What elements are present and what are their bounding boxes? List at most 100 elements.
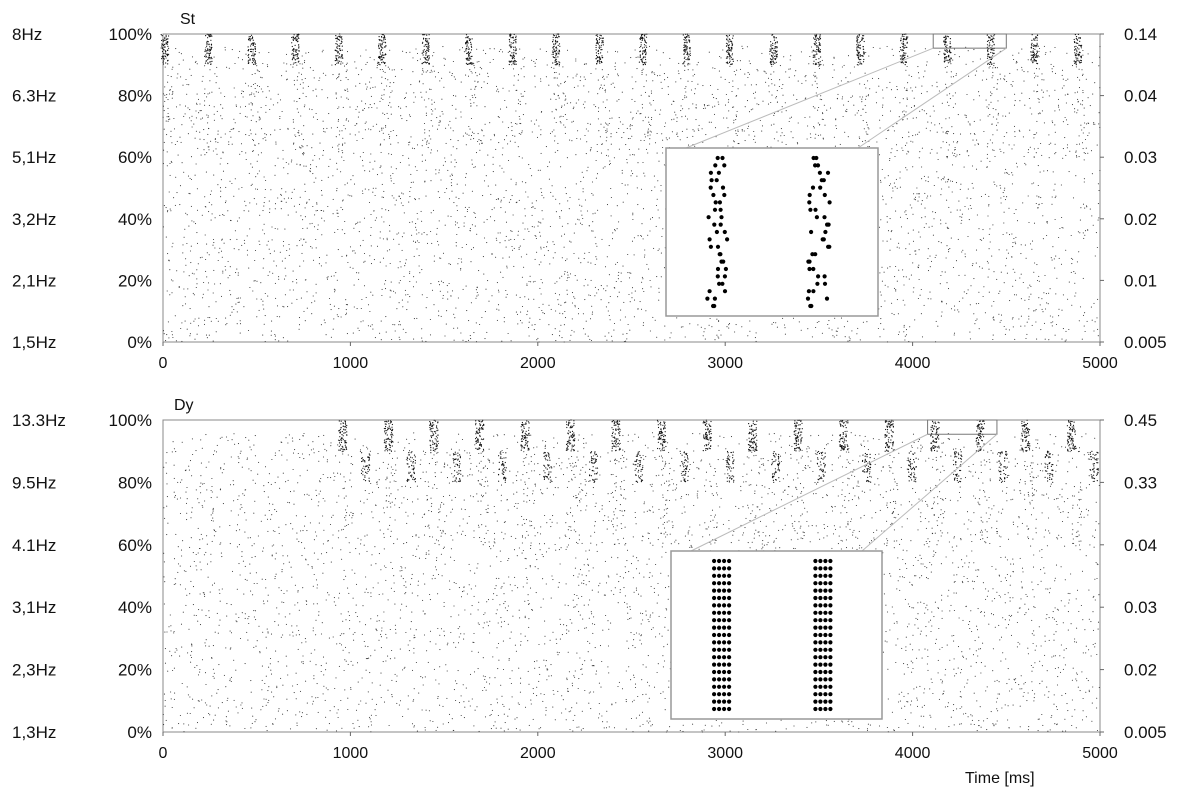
spike-dot: [432, 125, 434, 127]
spike-dot: [925, 180, 927, 182]
spike-dot: [697, 128, 699, 130]
spike-dot: [293, 50, 295, 52]
spike-dot: [383, 139, 385, 141]
spike-dot: [321, 89, 323, 91]
spike-dot: [162, 63, 165, 65]
spike-dot: [333, 305, 335, 307]
spike-dot: [841, 98, 843, 100]
spike-dot: [685, 86, 687, 88]
spike-dot: [306, 227, 308, 229]
spike-dot: [741, 129, 743, 131]
spike-dot: [1016, 61, 1018, 63]
spike-dot: [418, 81, 420, 83]
spike-dot: [471, 46, 473, 48]
spike-dot: [723, 117, 725, 119]
spike-dot: [376, 62, 379, 64]
spike-dot: [895, 144, 898, 146]
spike-dot: [631, 287, 634, 289]
spike-dot: [764, 71, 766, 73]
spike-dot: [1028, 296, 1030, 298]
spike-dot: [1027, 195, 1029, 197]
spike-dot: [498, 291, 500, 293]
spike-dot: [577, 85, 579, 87]
spike-dot: [376, 123, 378, 125]
spike-dot: [614, 68, 616, 70]
spike-dot: [1064, 137, 1066, 139]
spike-dot: [450, 139, 452, 141]
spike-dot: [438, 220, 440, 222]
spike-dot: [421, 328, 423, 330]
spike-dot: [1062, 148, 1064, 150]
spike-dot: [452, 95, 455, 97]
spike-dot: [302, 87, 304, 89]
spike-dot: [596, 258, 598, 260]
spike-dot: [169, 118, 171, 120]
spike-dot: [518, 248, 520, 250]
spike-dot: [1051, 68, 1053, 70]
spike-dot: [978, 328, 980, 330]
spike-dot: [196, 209, 199, 211]
spike-dot: [914, 319, 916, 321]
spike-dot: [216, 75, 218, 77]
spike-dot: [442, 164, 444, 166]
spike-dot: [383, 39, 385, 41]
spike-dot: [254, 95, 256, 97]
spike-dot: [493, 48, 495, 50]
spike-dot: [224, 49, 226, 51]
spike-dot: [608, 274, 610, 276]
spike-dot: [381, 54, 383, 56]
spike-dot: [581, 214, 583, 216]
spike-dot: [381, 46, 383, 48]
spike-dot: [1003, 152, 1005, 154]
spike-dot: [609, 162, 611, 165]
spike-dot: [215, 148, 217, 150]
spike-dot: [765, 72, 767, 74]
spike-dot: [893, 287, 896, 289]
spike-dot: [1054, 334, 1056, 336]
spike-dot: [536, 339, 538, 341]
spike-dot: [376, 174, 379, 176]
spike-dot: [563, 273, 566, 275]
spike-dot: [305, 52, 307, 54]
spike-dot: [231, 311, 233, 313]
spike-dot: [596, 245, 598, 247]
spike-dot: [511, 249, 514, 251]
spike-dot: [660, 252, 662, 254]
spike-dot: [783, 56, 785, 58]
spike-dot: [406, 120, 408, 122]
spike-dot: [641, 223, 643, 225]
spike-dot: [260, 282, 262, 284]
spike-dot: [511, 64, 513, 66]
spike-dot: [987, 107, 990, 109]
spike-dot: [979, 58, 981, 60]
spike-dot: [917, 297, 919, 300]
spike-dot: [507, 127, 509, 129]
spike-dot: [358, 131, 360, 133]
spike-dot: [469, 230, 471, 232]
spike-dot: [1012, 326, 1014, 328]
spike-dot: [1039, 171, 1041, 173]
spike-dot: [453, 202, 455, 204]
spike-dot: [1076, 156, 1078, 158]
spike-dot: [923, 226, 925, 228]
spike-dot: [603, 126, 605, 128]
spike-dot: [234, 96, 236, 98]
spike-dot: [243, 306, 245, 308]
spike-dot: [784, 327, 786, 329]
spike-dot: [717, 336, 719, 338]
spike-dot: [1087, 152, 1089, 154]
spike-dot: [423, 99, 425, 101]
spike-dot: [325, 262, 327, 264]
spike-dot: [654, 73, 656, 76]
spike-dot: [501, 340, 503, 342]
spike-dot: [432, 65, 434, 67]
spike-dot: [175, 340, 177, 342]
spike-dot: [213, 106, 215, 108]
spike-dot: [749, 63, 751, 65]
spike-dot: [539, 235, 541, 237]
spike-dot: [264, 196, 266, 199]
spike-dot: [917, 200, 919, 202]
spike-dot: [800, 329, 802, 331]
spike-dot: [221, 118, 223, 120]
spike-dot: [378, 43, 380, 45]
